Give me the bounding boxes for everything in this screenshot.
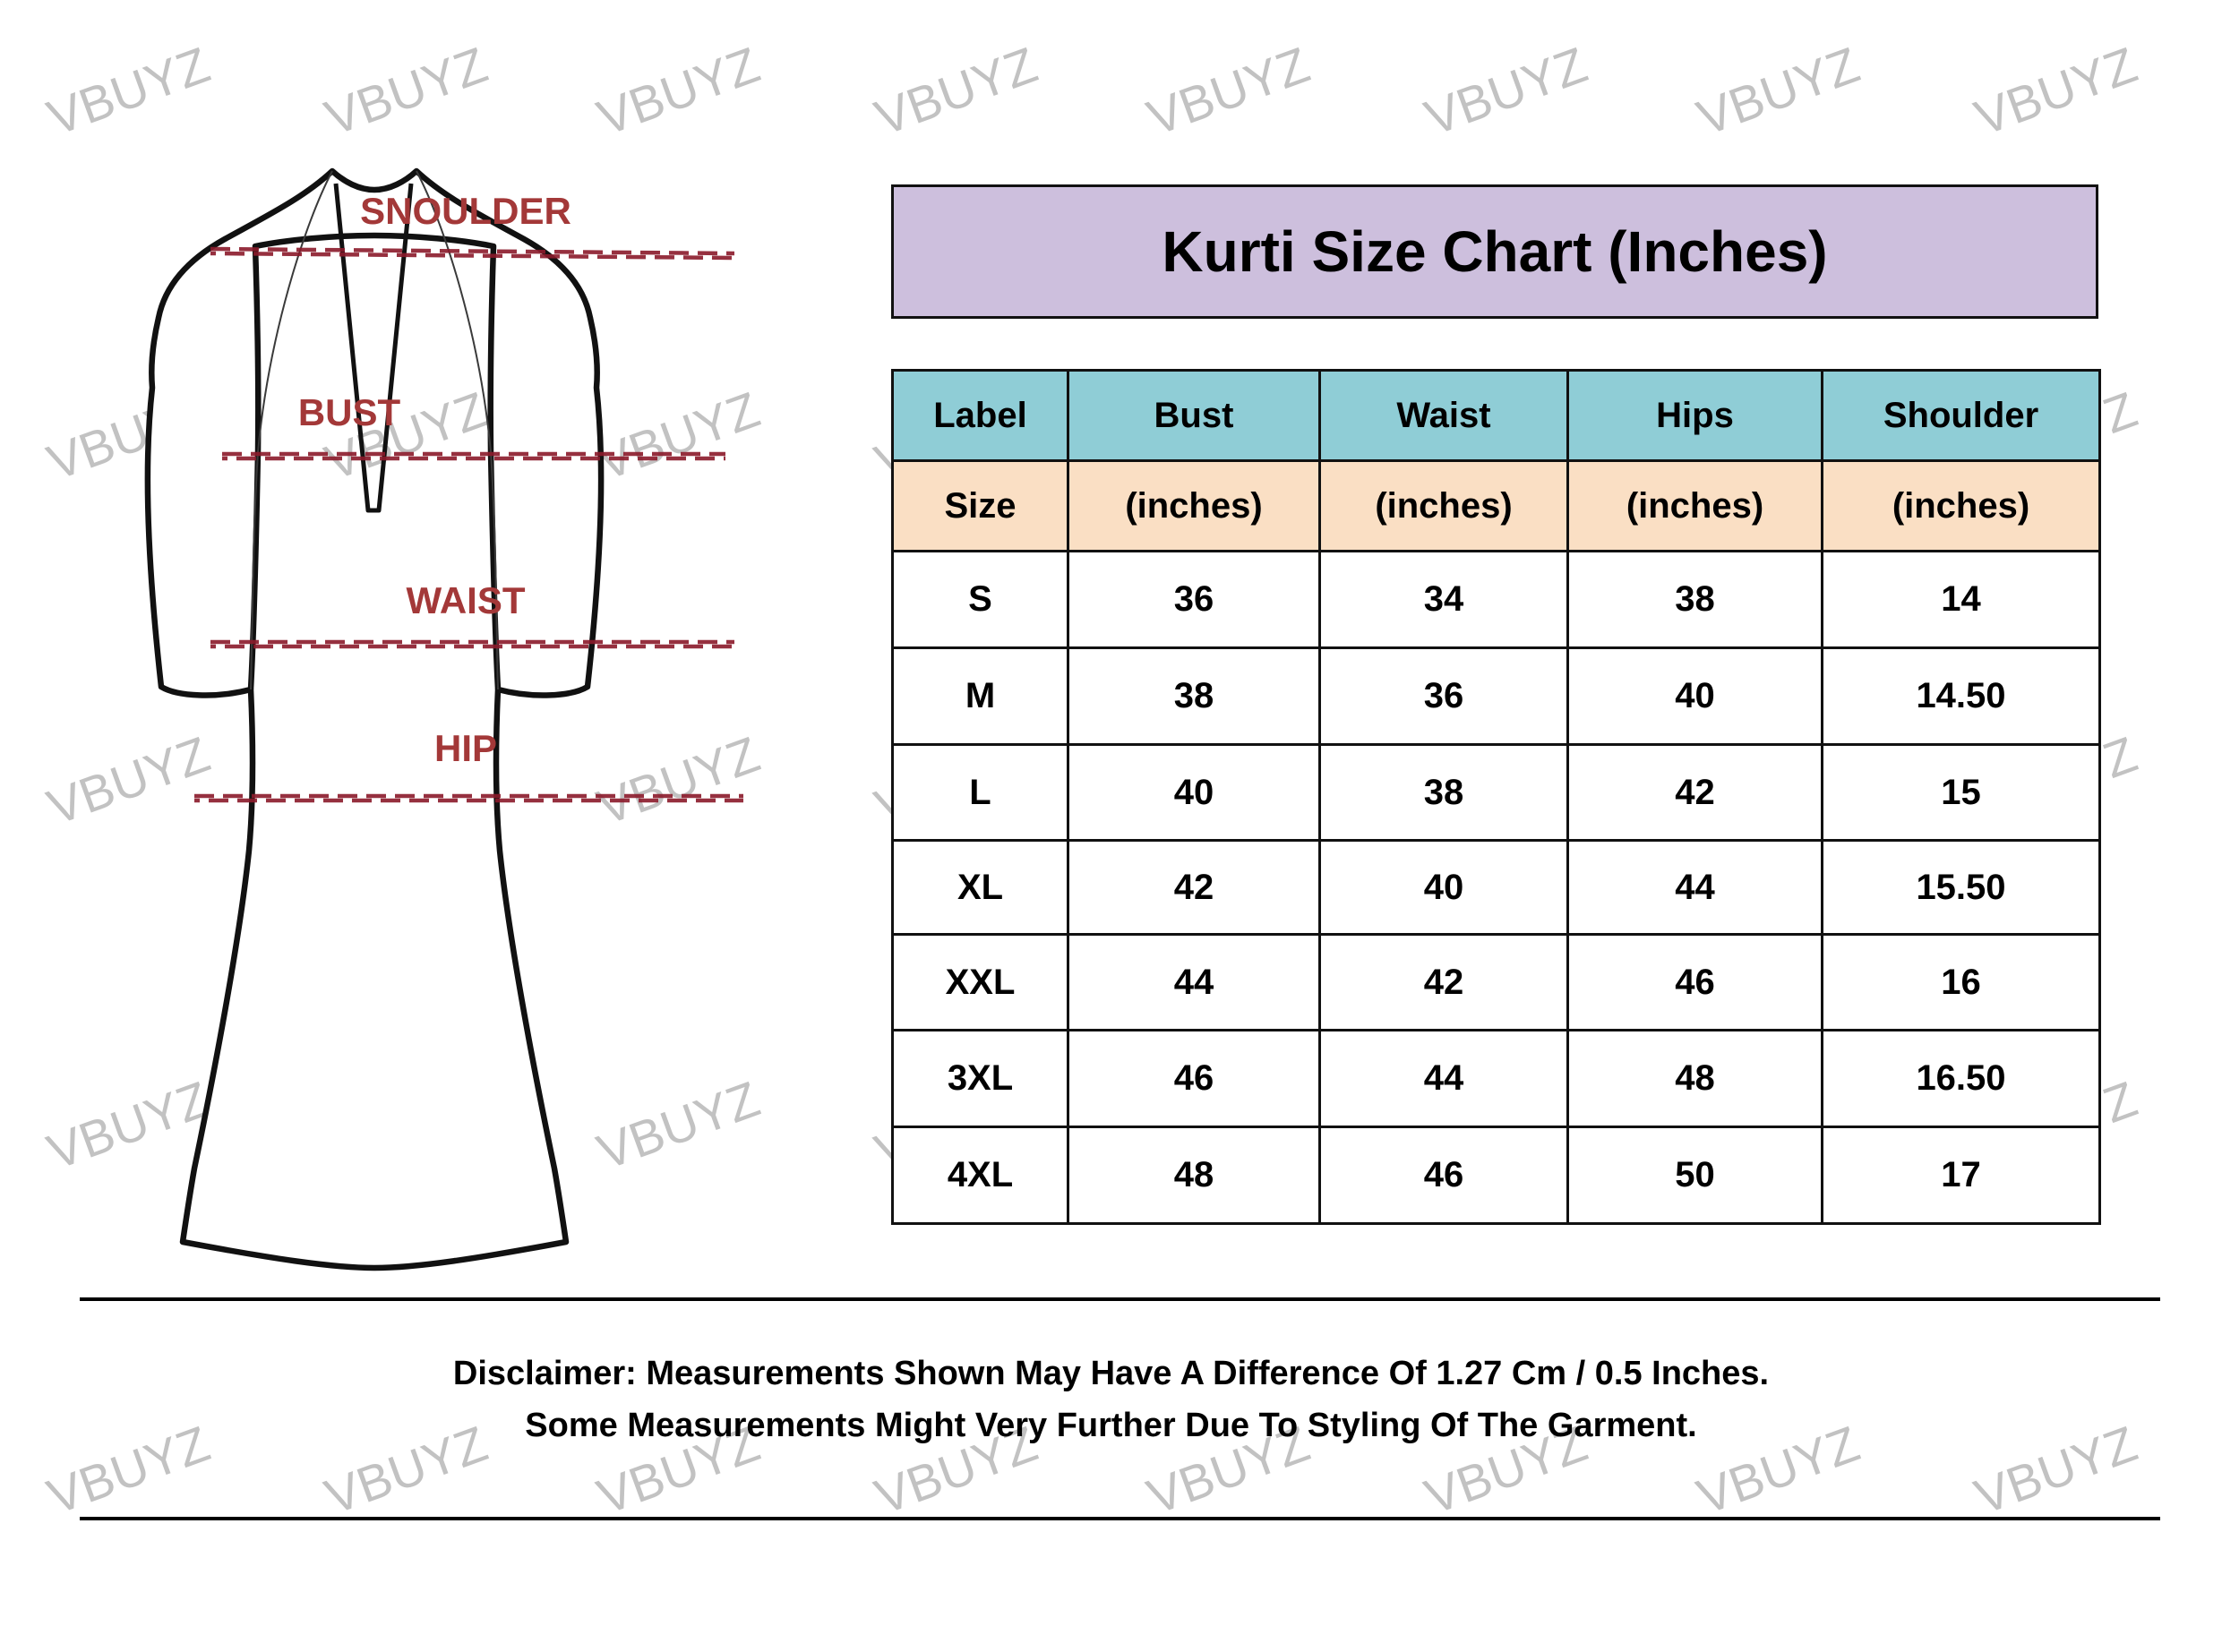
svg-text:BUST: BUST [298, 391, 401, 433]
svg-text:WAIST: WAIST [407, 579, 526, 621]
svg-text:SNOULDER: SNOULDER [360, 190, 571, 232]
svg-text:HIP: HIP [434, 727, 497, 769]
